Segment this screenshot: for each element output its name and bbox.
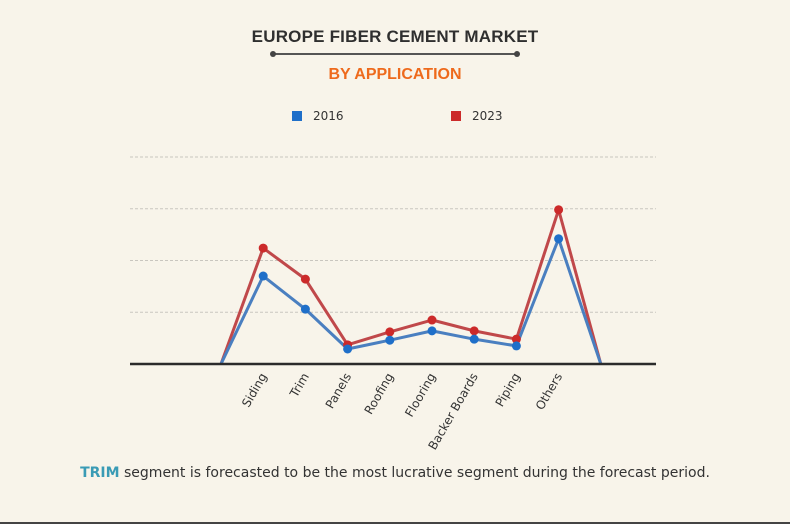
x-tick-label: Others <box>533 371 565 413</box>
legend-item-2016: 2016 <box>292 109 344 123</box>
x-tick-label: Flooring <box>402 371 438 420</box>
series-line-2023 <box>219 208 603 365</box>
data-point-2023-others <box>554 205 564 215</box>
caption-highlight: TRIM <box>80 465 120 481</box>
data-points <box>258 205 564 354</box>
caption: TRIM segment is forecasted to be the mos… <box>0 465 790 481</box>
chart-subtitle: BY APPLICATION <box>328 66 462 83</box>
x-tick-label: Roofing <box>362 371 397 417</box>
series-lines <box>219 208 603 365</box>
caption-text: segment is forecasted to be the most luc… <box>119 465 710 481</box>
data-point-2016-backer-boards <box>469 334 479 344</box>
data-point-2023-flooring <box>427 315 437 325</box>
data-point-2016-flooring <box>427 326 437 336</box>
gridlines <box>130 156 656 313</box>
data-point-2016-trim <box>300 304 310 314</box>
legend-label-2023: 2023 <box>472 109 503 123</box>
data-point-2023-trim <box>300 274 310 284</box>
legend-swatch-2016 <box>292 111 302 121</box>
x-tick-label: Piping <box>493 371 523 410</box>
data-point-2023-roofing <box>385 327 395 337</box>
legend-swatch-2023 <box>451 111 461 121</box>
data-point-2016-piping <box>511 341 521 351</box>
chart-title: EUROPE FIBER CEMENT MARKET <box>251 27 539 46</box>
legend-item-2023: 2023 <box>451 109 503 123</box>
title-divider <box>270 51 520 57</box>
data-point-2016-roofing <box>385 335 395 345</box>
series-line-2016 <box>219 237 603 365</box>
data-point-2016-siding <box>258 271 268 281</box>
data-point-2023-piping <box>511 334 521 344</box>
data-point-2023-siding <box>258 243 268 253</box>
legend-label-2016: 2016 <box>313 109 344 123</box>
data-point-2016-panels <box>343 344 353 354</box>
bottom-border <box>0 522 790 524</box>
data-point-2016-others <box>554 234 564 244</box>
x-tick-label: Siding <box>239 371 270 410</box>
data-point-2023-backer-boards <box>469 326 479 336</box>
x-tick-label: Trim <box>287 371 312 401</box>
x-tick-label: Panels <box>323 371 354 411</box>
